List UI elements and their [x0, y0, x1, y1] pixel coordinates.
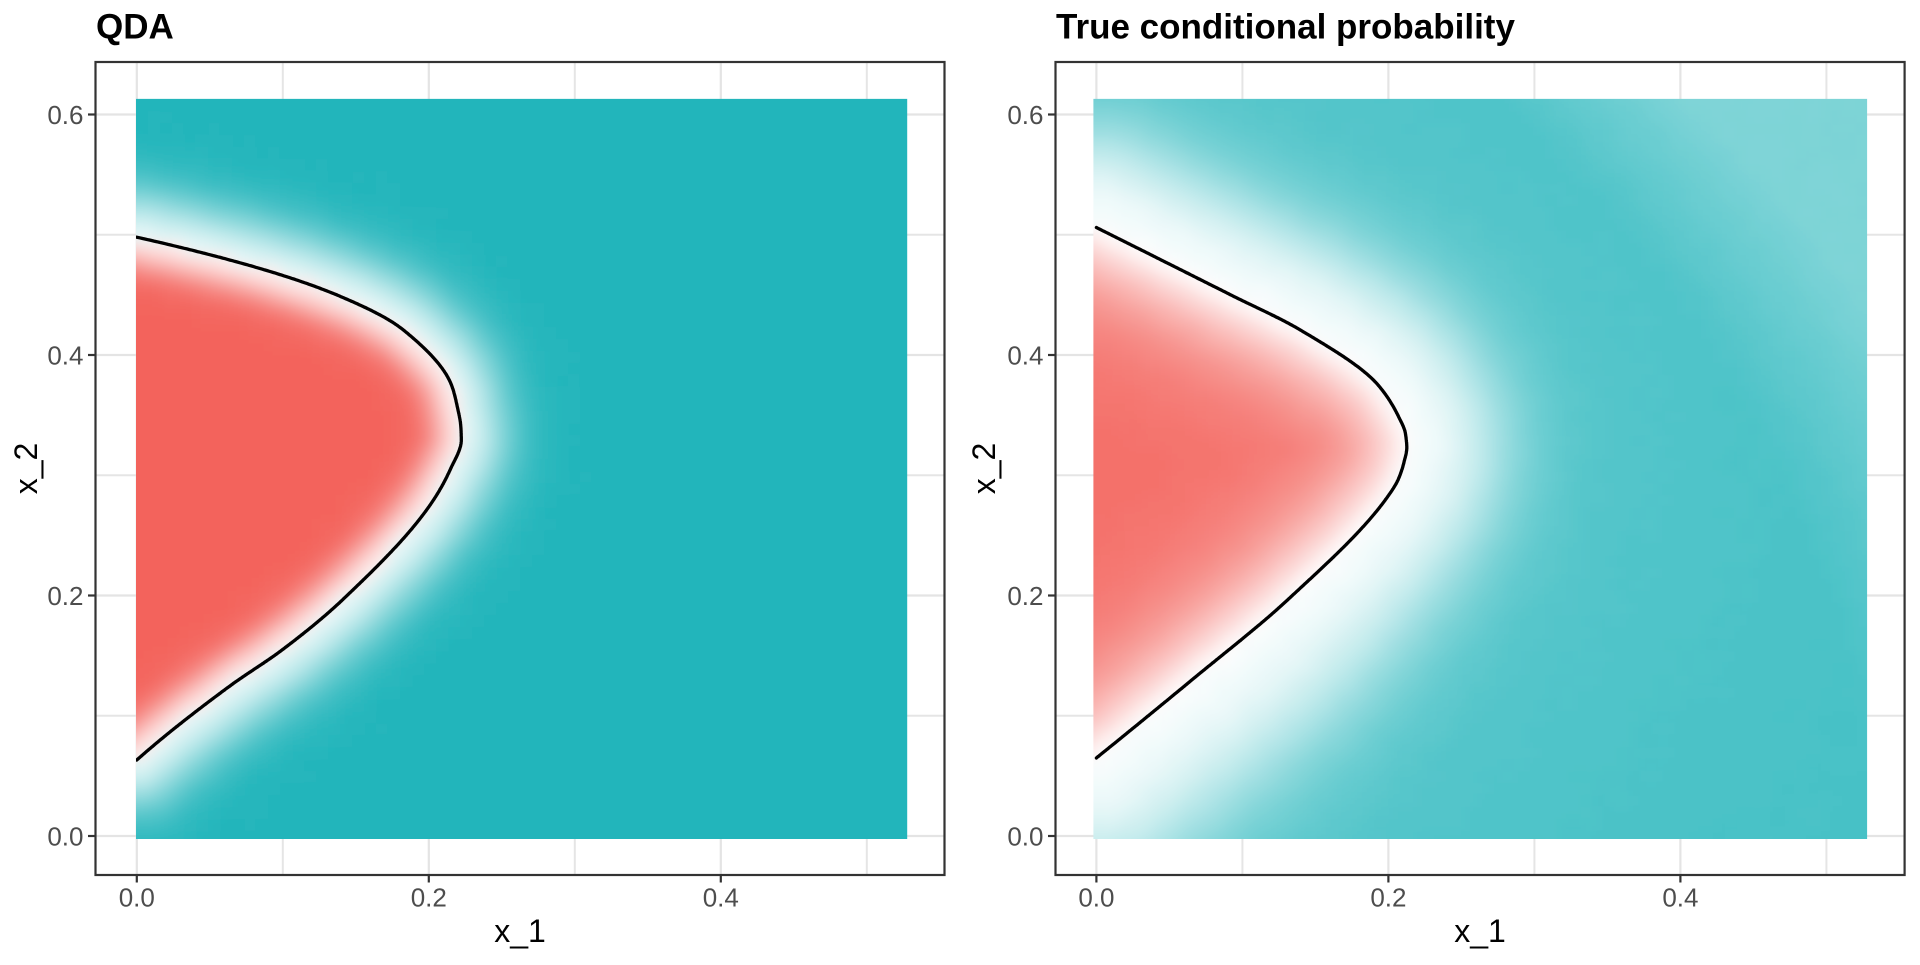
svg-text:0.0: 0.0 — [1007, 821, 1043, 851]
svg-text:0.2: 0.2 — [1007, 581, 1043, 611]
svg-text:0.4: 0.4 — [47, 340, 83, 370]
svg-text:0.0: 0.0 — [1078, 883, 1114, 913]
svg-text:0.0: 0.0 — [119, 883, 155, 913]
svg-text:0.4: 0.4 — [703, 883, 739, 913]
svg-text:0.2: 0.2 — [1370, 883, 1406, 913]
svg-text:0.2: 0.2 — [411, 883, 447, 913]
svg-text:x_2: x_2 — [8, 443, 44, 495]
svg-text:0.4: 0.4 — [1662, 883, 1698, 913]
svg-text:x_1: x_1 — [494, 913, 546, 949]
svg-text:True conditional probability: True conditional probability — [1056, 8, 1515, 47]
svg-text:x_2: x_2 — [966, 443, 1002, 495]
svg-text:0.6: 0.6 — [1007, 100, 1043, 130]
svg-text:0.2: 0.2 — [47, 581, 83, 611]
svg-text:x_1: x_1 — [1454, 913, 1506, 949]
svg-text:0.4: 0.4 — [1007, 340, 1043, 370]
svg-text:QDA: QDA — [96, 8, 174, 47]
svg-text:0.6: 0.6 — [47, 100, 83, 130]
svg-text:0.0: 0.0 — [47, 821, 83, 851]
